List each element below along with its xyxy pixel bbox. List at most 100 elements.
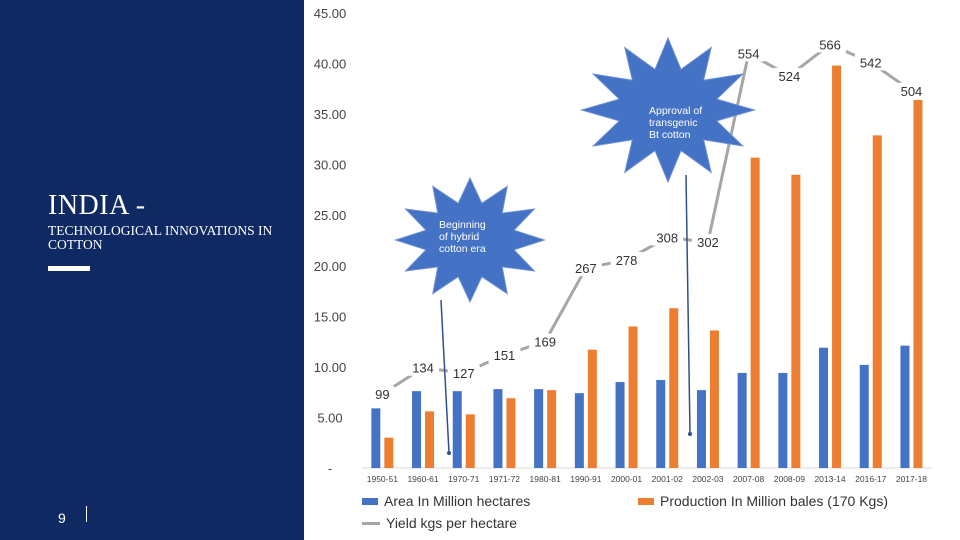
slide-title: INDIA - <box>48 190 146 221</box>
x-tick-label: 2008-09 <box>774 474 805 484</box>
production-bar <box>465 414 475 468</box>
yield-label: 566 <box>819 37 841 52</box>
area-bar <box>696 390 706 468</box>
production-bar <box>506 398 516 468</box>
y-tick-label: 30.00 <box>314 158 347 173</box>
legend-production-label: Production In Million bales (170 Kgs) <box>660 493 889 509</box>
y-tick-label: 25.00 <box>314 208 347 223</box>
annotation-bt-text: Bt cotton <box>649 129 691 141</box>
legend-production-swatch <box>638 497 654 505</box>
x-tick-label: 1990-91 <box>570 474 601 484</box>
production-bar <box>547 390 557 468</box>
area-bar <box>778 372 788 468</box>
production-bar <box>425 411 435 468</box>
annotation-bt-text: transgenic <box>649 117 697 129</box>
production-bar <box>384 437 394 468</box>
x-tick-label: 1950-51 <box>367 474 398 484</box>
yield-label-bg <box>854 54 887 71</box>
area-bar <box>615 382 625 468</box>
yield-label: 127 <box>453 366 475 381</box>
arrow-bt-head <box>688 432 692 436</box>
x-tick-label: 1960-61 <box>407 474 438 484</box>
x-tick-label: 1970-71 <box>448 474 479 484</box>
yield-label: 302 <box>697 235 719 250</box>
annotation-hybrid-text: Beginning <box>439 219 486 231</box>
yield-label-bg <box>732 45 765 62</box>
yield-label-bg <box>651 229 684 246</box>
production-bar <box>628 326 638 468</box>
annotation-hybrid-text: of hybrid <box>439 231 479 243</box>
legend-area-swatch <box>362 497 378 505</box>
production-bar <box>750 157 760 469</box>
production-bar <box>669 308 679 468</box>
production-bar <box>709 330 719 468</box>
area-bar <box>737 372 747 468</box>
yield-label: 308 <box>656 231 678 246</box>
x-tick-label: 2017-18 <box>896 474 927 484</box>
arrow-bt <box>685 174 691 435</box>
y-tick-label: 10.00 <box>314 360 347 375</box>
x-tick-label: 2013-14 <box>814 474 845 484</box>
y-tick-label: 20.00 <box>314 259 347 274</box>
area-bar <box>534 389 544 468</box>
yield-label-bg <box>814 36 847 53</box>
area-bar <box>656 380 666 468</box>
legend-yield-swatch <box>362 521 380 525</box>
production-bar <box>913 99 923 468</box>
yield-label-bg <box>773 67 806 84</box>
y-tick-label: 15.00 <box>314 309 347 324</box>
title-underline <box>48 266 90 271</box>
x-tick-label: 1980-81 <box>530 474 561 484</box>
y-tick-label: 40.00 <box>314 57 347 72</box>
yield-label: 99 <box>375 387 389 402</box>
yield-label-bg <box>407 359 440 376</box>
yield-label-bg <box>569 260 602 277</box>
legend-area-label: Area In Million hectares <box>384 493 531 509</box>
yield-label: 524 <box>778 69 800 84</box>
y-tick-label: 35.00 <box>314 107 347 122</box>
production-bar <box>587 349 597 468</box>
yield-label: 267 <box>575 261 597 276</box>
page-number: 9 <box>58 510 66 526</box>
x-tick-label: 1971-72 <box>489 474 520 484</box>
x-tick-label: 2016-17 <box>855 474 886 484</box>
annotation-hybrid-text: cotton era <box>439 243 486 255</box>
yield-label: 151 <box>494 348 516 363</box>
production-bar <box>791 174 801 468</box>
yield-label: 554 <box>738 46 760 61</box>
yield-label: 134 <box>412 361 434 376</box>
yield-label: 542 <box>860 55 882 70</box>
area-bar <box>574 393 584 468</box>
area-bar <box>452 391 462 468</box>
legend-yield: Yield kgs per hectare <box>362 515 517 531</box>
arrow-hybrid <box>440 299 450 454</box>
yield-label-bg <box>895 82 928 99</box>
y-tick-label: - <box>328 461 332 476</box>
yield-label: 504 <box>901 84 923 99</box>
x-tick-label: 2002-03 <box>692 474 723 484</box>
yield-label-bg <box>529 333 562 350</box>
starburst-bt <box>579 36 757 184</box>
starburst-hybrid <box>393 176 547 304</box>
x-tick-label: 2007-08 <box>733 474 764 484</box>
slide-subtitle: TECHNOLOGICAL INNOVATIONS IN COTTON <box>48 223 273 252</box>
area-bar <box>859 364 869 468</box>
y-tick-label: 5.00 <box>317 410 342 425</box>
production-bar <box>872 135 882 468</box>
area-bar <box>412 391 422 468</box>
yield-label-bg <box>370 385 395 402</box>
yield-label-bg <box>691 233 724 250</box>
x-tick-label: 2000-01 <box>611 474 642 484</box>
y-tick-label: 45.00 <box>314 6 347 21</box>
legend-area: Area In Million hectares <box>362 493 530 509</box>
yield-label-bg <box>488 346 521 363</box>
legend-production: Production In Million bales (170 Kgs) <box>638 493 888 509</box>
legend-yield-label: Yield kgs per hectare <box>386 515 517 531</box>
area-bar <box>493 389 503 468</box>
annotation-bt-text: Approval of <box>649 105 702 117</box>
page-divider <box>86 506 87 522</box>
yield-label-bg <box>447 364 480 381</box>
title-sidebar: INDIA - TECHNOLOGICAL INNOVATIONS IN COT… <box>0 0 304 540</box>
x-tick-label: 2001-02 <box>652 474 683 484</box>
